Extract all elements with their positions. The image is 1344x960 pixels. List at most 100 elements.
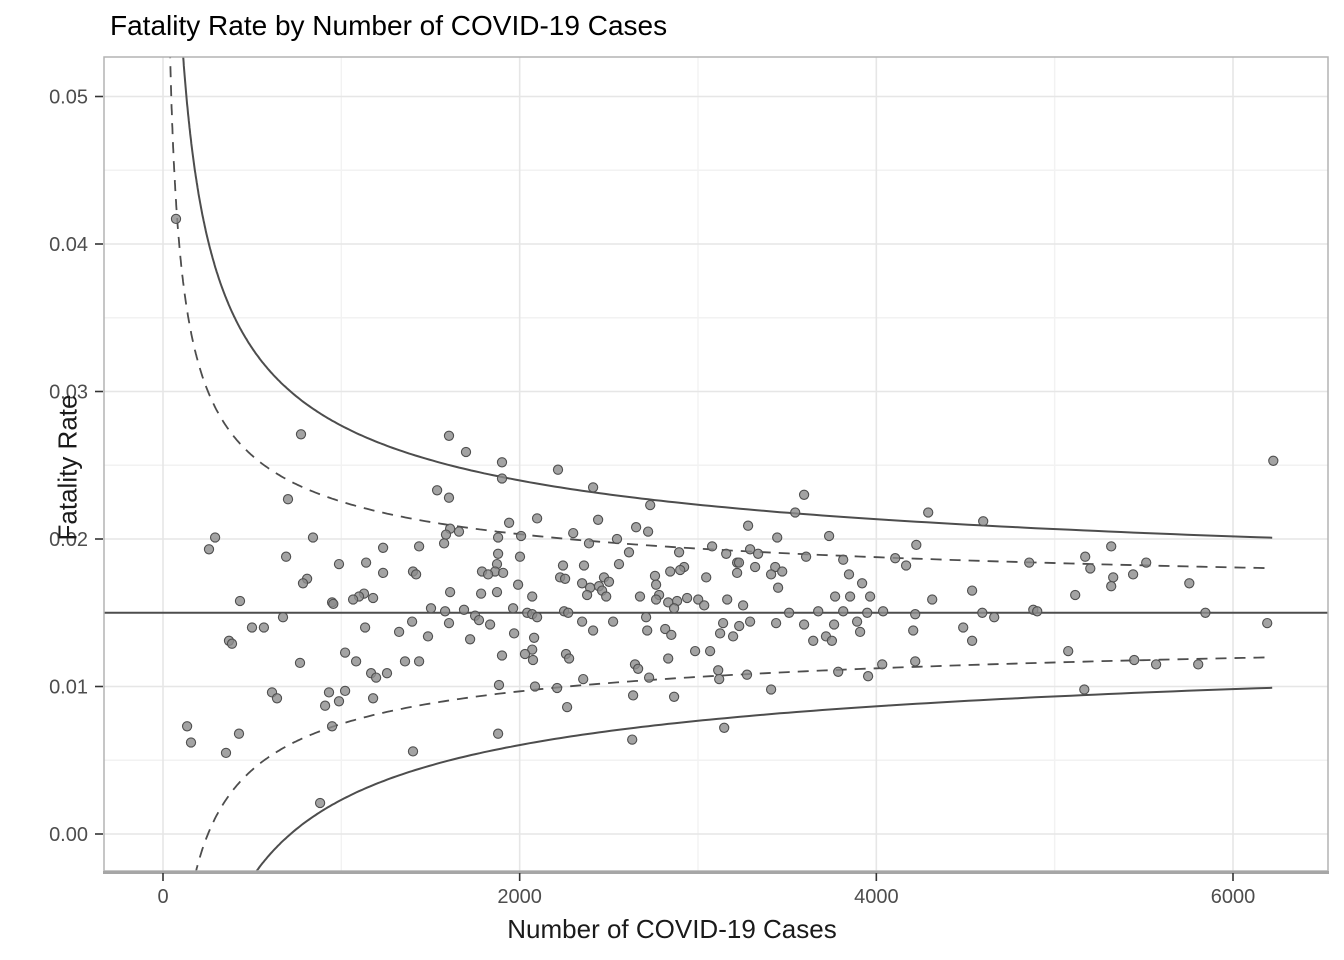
data-point <box>642 625 653 636</box>
data-point <box>742 520 754 531</box>
data-point <box>226 638 238 649</box>
data-point <box>704 645 716 657</box>
data-point <box>482 569 494 580</box>
data-point <box>772 582 784 593</box>
data-point <box>1024 557 1035 568</box>
data-point <box>823 530 835 542</box>
data-point <box>422 631 434 642</box>
data-point <box>1080 551 1091 562</box>
data-point <box>557 560 569 571</box>
data-point <box>668 603 680 614</box>
data-point <box>734 620 745 632</box>
data-point <box>862 607 873 618</box>
data-point <box>512 579 524 590</box>
y-tick-label: 0.04 <box>49 234 88 256</box>
data-point <box>689 645 701 657</box>
data-point <box>583 538 595 549</box>
data-point <box>406 616 418 627</box>
data-point <box>443 492 455 503</box>
data-point <box>607 616 619 627</box>
data-point <box>744 616 756 627</box>
data-point <box>613 558 625 570</box>
data-point <box>438 538 450 549</box>
data-point <box>1141 557 1152 568</box>
data-point <box>927 594 938 605</box>
data-point <box>413 541 425 552</box>
data-point <box>464 634 476 645</box>
data-point <box>640 612 652 623</box>
data-point <box>563 653 575 664</box>
x-tick-label: 4000 <box>854 886 899 908</box>
data-point <box>731 567 743 579</box>
x-tick-label: 2000 <box>497 886 542 908</box>
data-point <box>492 532 504 543</box>
data-point <box>829 591 841 602</box>
data-point <box>410 569 422 580</box>
data-point <box>1063 645 1074 657</box>
data-point <box>367 693 379 704</box>
y-tick-label: 0.00 <box>49 824 88 846</box>
data-point <box>503 517 515 528</box>
data-point <box>339 685 351 697</box>
data-point <box>1127 569 1139 580</box>
data-point <box>314 797 326 809</box>
data-point <box>1070 589 1081 601</box>
data-point <box>367 592 379 604</box>
data-point <box>519 648 531 660</box>
data-point <box>665 566 676 577</box>
data-point <box>862 671 874 682</box>
chart-title: Fatality Rate by Number of COVID-19 Case… <box>110 10 668 41</box>
data-point <box>627 690 639 701</box>
data-point <box>843 569 855 580</box>
data-point <box>808 635 819 646</box>
data-point <box>958 622 969 633</box>
data-point <box>627 734 638 745</box>
data-point <box>1085 563 1096 574</box>
data-point <box>339 647 351 658</box>
data-point <box>770 617 782 629</box>
data-point <box>328 598 339 610</box>
data-point <box>443 617 455 629</box>
data-point <box>630 522 642 533</box>
data-point <box>1184 578 1195 589</box>
data-point <box>966 585 978 596</box>
data-point <box>563 607 574 618</box>
data-point <box>277 612 289 623</box>
data-point <box>492 548 504 559</box>
data-point <box>497 567 509 579</box>
data-point <box>741 669 753 680</box>
data-point <box>851 616 863 627</box>
data-point <box>877 659 888 670</box>
data-point <box>923 507 934 518</box>
data-point <box>413 656 425 667</box>
data-point <box>699 600 710 611</box>
data-point <box>350 656 362 667</box>
data-point <box>603 576 615 587</box>
data-point <box>719 722 730 733</box>
data-point <box>458 604 470 615</box>
data-point <box>294 657 306 669</box>
y-tick-label: 0.05 <box>49 87 88 109</box>
y-tick-label: 0.02 <box>49 529 88 551</box>
data-point <box>347 594 359 605</box>
data-point <box>714 673 725 685</box>
data-point <box>681 592 693 604</box>
data-point <box>592 514 604 525</box>
data-point <box>1262 617 1273 629</box>
data-point <box>717 617 729 629</box>
data-point <box>798 619 810 630</box>
data-point <box>601 591 612 602</box>
data-point <box>323 687 335 698</box>
data-point <box>271 693 283 704</box>
data-point <box>493 679 505 691</box>
lower-control-limit-solid <box>255 686 1273 871</box>
data-point <box>838 554 849 565</box>
data-point <box>813 606 824 617</box>
data-point <box>643 672 655 683</box>
data-point <box>733 557 745 568</box>
data-point <box>693 594 704 605</box>
y-tick-label: 0.01 <box>49 677 88 699</box>
data-point <box>864 591 876 602</box>
data-point <box>515 530 527 542</box>
data-point <box>326 721 338 732</box>
